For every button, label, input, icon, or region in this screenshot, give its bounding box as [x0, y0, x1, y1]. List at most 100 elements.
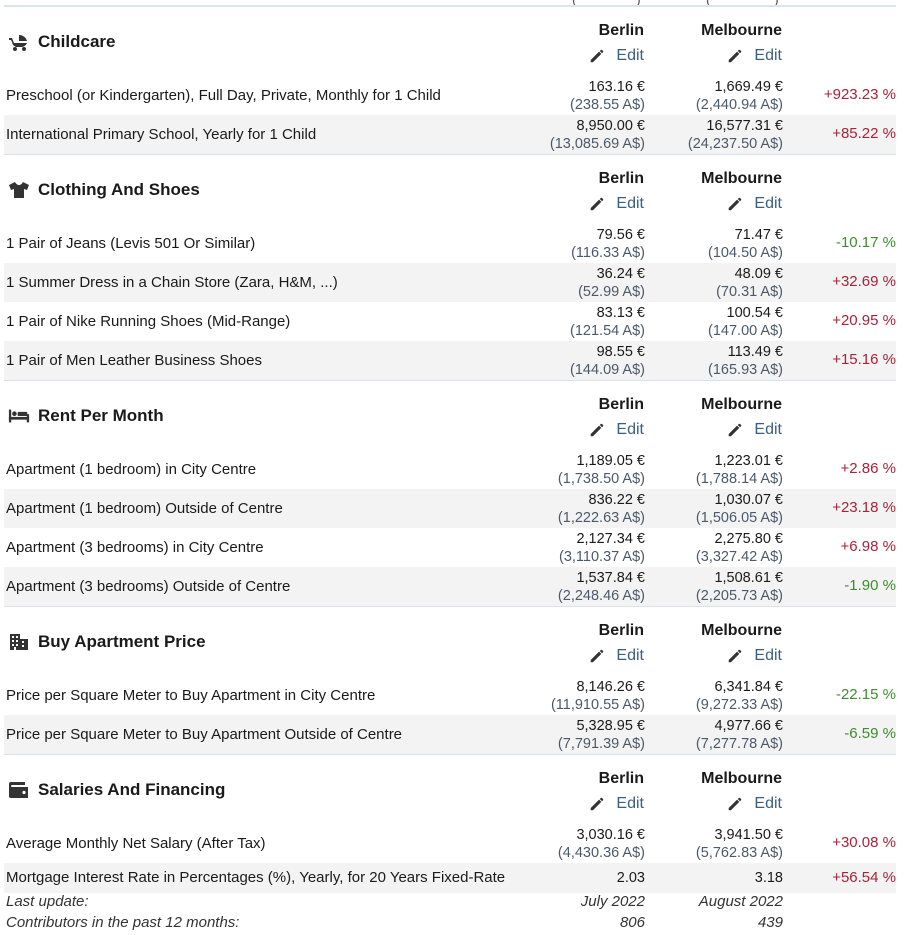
table-row: Price per Square Meter to Buy Apartment …	[4, 676, 896, 715]
contributors-berlin: 806	[619, 914, 645, 931]
pencil-icon	[588, 421, 606, 439]
city-column-header: Berlin Edit	[524, 169, 644, 218]
table-row: 1 Pair of Men Leather Business Shoes 98.5…	[4, 341, 896, 380]
melbourne-price: 1,508.61 € (2,205.73 A$)	[633, 569, 783, 605]
table-row: Preschool (or Kindergarten), Full Day, P…	[4, 76, 896, 115]
section-header: Clothing And Shoes Berlin Edit Melbourne Edi…	[4, 155, 896, 224]
table-row: 1 Pair of Nike Running Shoes (Mid-Range)…	[4, 302, 896, 341]
cost-comparison-table: Childcare Berlin Edit Melbourne Edit Preschoo…	[4, 6, 896, 935]
price-eur: 48.09 €	[734, 266, 783, 282]
price-aud: (1,506.05 A$)	[695, 510, 783, 526]
price-eur: 1,508.61 €	[714, 570, 783, 586]
price-aud: (116.33 A$)	[571, 245, 645, 261]
building-icon	[8, 633, 30, 651]
section-title-text: Buy Apartment Price	[38, 631, 206, 651]
table-row: 1 Pair of Jeans (Levis 501 Or Similar) 79…	[4, 224, 896, 263]
table-footer: Last update: July 2022 August 2022 Contribu…	[4, 893, 896, 935]
price-difference: +2.86 %	[840, 460, 896, 477]
edit-label: Edit	[616, 795, 644, 812]
last-update-melbourne: August 2022	[698, 893, 783, 910]
berlin-price: 2.03	[495, 869, 645, 887]
berlin-price: 83.13 € (121.54 A$)	[495, 304, 645, 340]
price-aud: (104.50 A$)	[708, 245, 783, 261]
melbourne-price: 48.09 € (70.31 A$)	[633, 265, 783, 301]
city-name: Melbourne	[701, 770, 782, 787]
price-difference: -1.90 %	[844, 577, 896, 594]
price-aud: (144.09 A$)	[570, 362, 645, 378]
price-aud: (3,110.37 A$)	[559, 549, 645, 565]
section-header: Salaries And Financing Berlin Edit Melbourn…	[4, 755, 896, 824]
price-difference: +15.16 %	[832, 351, 896, 368]
edit-link[interactable]: Edit	[726, 421, 782, 439]
city-name: Melbourne	[701, 170, 782, 187]
item-label: 1 Summer Dress in a Chain Store (Zara, H…	[6, 274, 338, 291]
item-label: Apartment (3 bedrooms) Outside of Centre	[6, 578, 291, 595]
cutoff-fragment: )	[774, 0, 779, 6]
edit-link[interactable]: Edit	[588, 195, 644, 213]
contributors-label: Contributors in the past 12 months:	[6, 914, 240, 931]
edit-link[interactable]: Edit	[588, 47, 644, 65]
melbourne-price: 4,977.66 € (7,277.78 A$)	[633, 717, 783, 753]
section-title: Buy Apartment Price	[8, 607, 206, 676]
edit-link[interactable]: Edit	[726, 795, 782, 813]
price-eur: 79.56 €	[596, 227, 645, 243]
pencil-icon	[588, 647, 606, 665]
berlin-price: 836.22 € (1,222.63 A$)	[495, 491, 645, 527]
city-name: Berlin	[598, 770, 644, 787]
city-column-header: Melbourne Edit	[662, 169, 782, 218]
price-difference: +6.98 %	[840, 538, 896, 555]
melbourne-price: 1,669.49 € (2,440.94 A$)	[633, 78, 783, 114]
edit-link[interactable]: Edit	[588, 421, 644, 439]
melbourne-price: 71.47 € (104.50 A$)	[633, 226, 783, 262]
edit-label: Edit	[616, 195, 644, 212]
berlin-price: 5,328.95 € (7,791.39 A$)	[495, 717, 645, 753]
price-eur: 1,189.05 €	[576, 453, 645, 469]
stroller-icon	[8, 33, 30, 51]
price-aud: (2,248.46 A$)	[557, 588, 645, 604]
price-eur: 113.49 €	[727, 344, 783, 360]
berlin-price: 36.24 € (52.99 A$)	[495, 265, 645, 301]
pencil-icon	[726, 647, 744, 665]
city-name: Berlin	[598, 622, 644, 639]
price-aud: (11,910.55 A$)	[550, 697, 645, 713]
city-column-header: Melbourne Edit	[662, 769, 782, 818]
edit-link[interactable]: Edit	[588, 647, 644, 665]
price-aud: (13,085.69 A$)	[549, 136, 645, 152]
price-eur: 2,127.34 €	[576, 531, 645, 547]
section-title: Clothing And Shoes	[8, 155, 200, 224]
edit-label: Edit	[754, 647, 782, 664]
price-eur: 83.13 €	[596, 305, 645, 321]
melbourne-price: 3,941.50 € (5,762.83 A$)	[633, 826, 783, 862]
section-childcare: Childcare Berlin Edit Melbourne Edit Preschoo…	[4, 6, 896, 154]
edit-link[interactable]: Edit	[726, 195, 782, 213]
melbourne-price: 6,341.84 € (9,272.33 A$)	[633, 678, 783, 714]
edit-link[interactable]: Edit	[588, 795, 644, 813]
berlin-price: 98.55 € (144.09 A$)	[495, 343, 645, 379]
previous-section-cutoff: ( ) ( )	[0, 0, 904, 6]
edit-link[interactable]: Edit	[726, 47, 782, 65]
pencil-icon	[726, 795, 744, 813]
price-difference: -6.59 %	[844, 725, 896, 742]
city-name: Melbourne	[701, 22, 782, 39]
pencil-icon	[588, 47, 606, 65]
table-row: Apartment (3 bedrooms) in City Centre 2,1…	[4, 528, 896, 567]
price-eur: 1,030.07 €	[714, 492, 783, 508]
section-title: Salaries And Financing	[8, 755, 225, 824]
price-eur: 8,146.26 €	[576, 679, 645, 695]
edit-link[interactable]: Edit	[726, 647, 782, 665]
city-column-header: Berlin Edit	[524, 621, 644, 670]
contributors-melbourne: 439	[757, 914, 783, 931]
price-aud: (147.00 A$)	[708, 323, 783, 339]
price-aud: (9,272.33 A$)	[695, 697, 783, 713]
item-label: Apartment (1 bedroom) Outside of Centre	[6, 500, 283, 517]
price-aud: (2,440.94 A$)	[695, 97, 783, 113]
section-header: Childcare Berlin Edit Melbourne Edit	[4, 7, 896, 76]
price-eur: 2,275.80 €	[714, 531, 783, 547]
pencil-icon	[588, 795, 606, 813]
section-clothing-and-shoes: Clothing And Shoes Berlin Edit Melbourne Edi…	[4, 154, 896, 380]
price-aud: (2,205.73 A$)	[695, 588, 783, 604]
price-eur: 36.24 €	[596, 266, 645, 282]
item-label: 1 Pair of Jeans (Levis 501 Or Similar)	[6, 235, 256, 252]
section-salaries-and-financing: Salaries And Financing Berlin Edit Melbourn…	[4, 754, 896, 893]
pencil-icon	[726, 195, 744, 213]
